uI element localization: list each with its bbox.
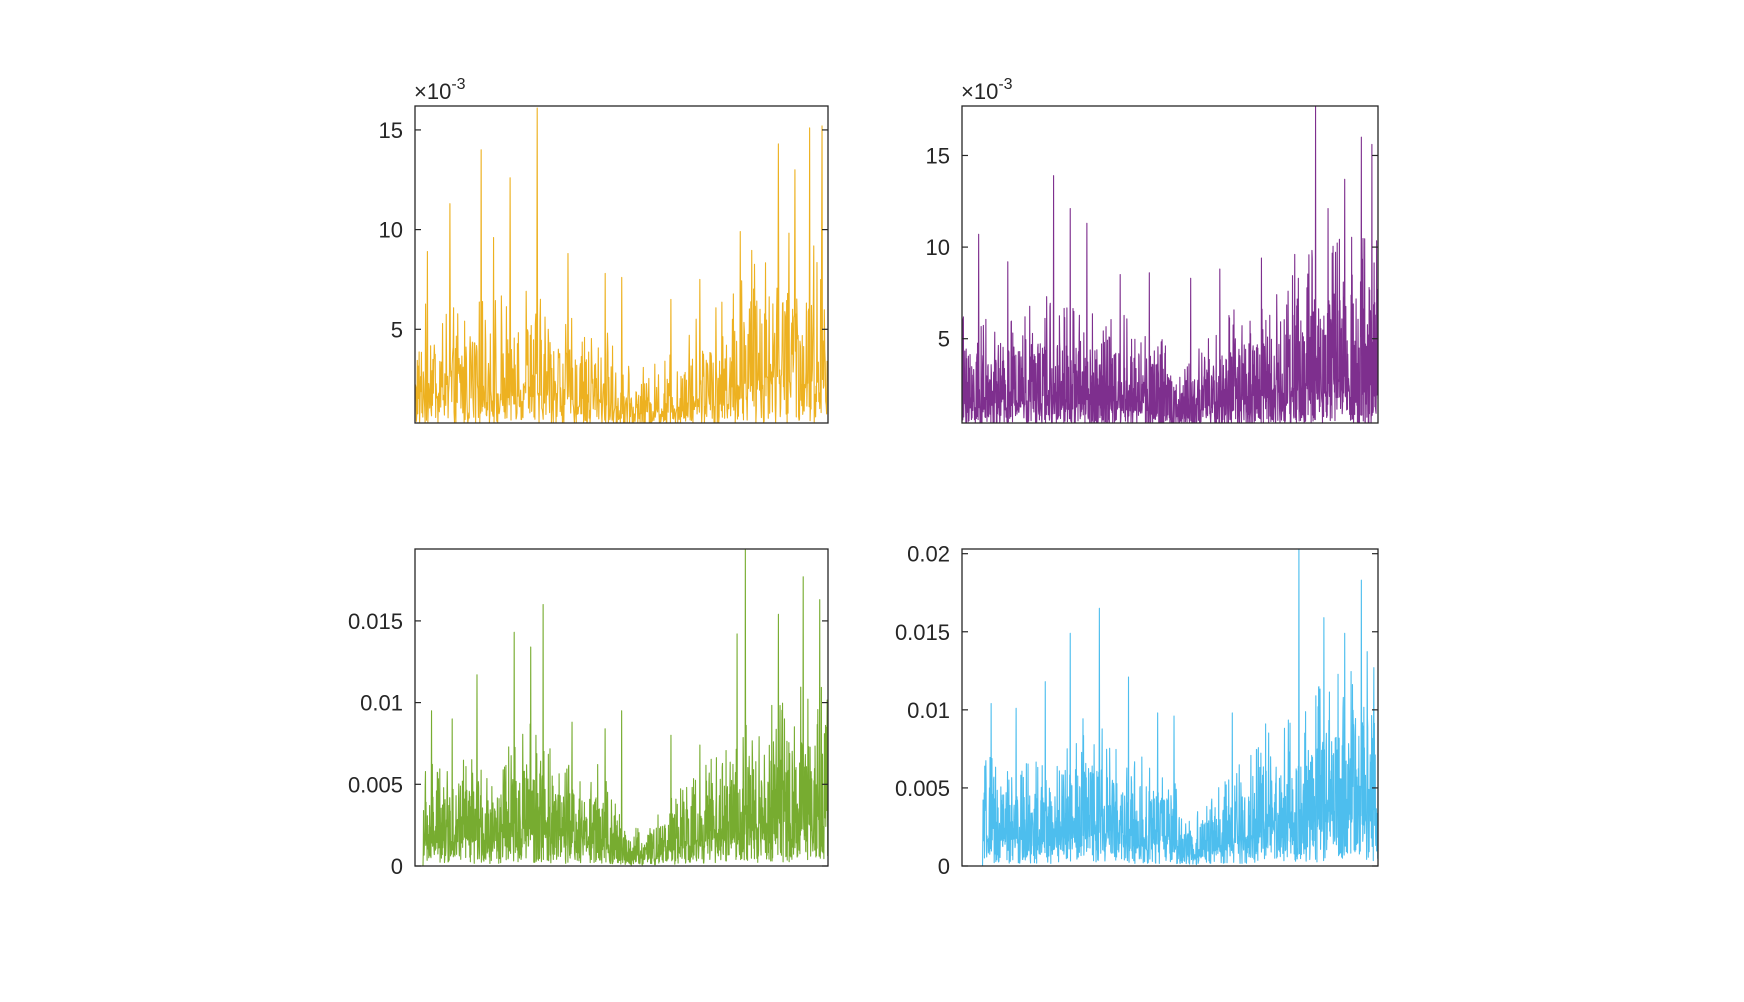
y-tick-label: 5 <box>938 327 950 352</box>
y-axis-exponent-label: ×10-3 <box>414 76 466 104</box>
y-tick-label: 0.015 <box>895 620 950 645</box>
series-line <box>415 107 828 423</box>
series-line <box>962 106 1378 423</box>
axes-box <box>961 105 1379 424</box>
axes-box <box>414 105 829 424</box>
y-tick-label: 0.01 <box>907 698 950 723</box>
subplot-top-right: 5 10 15 ×10-3 <box>926 76 1379 424</box>
y-tick-label: 5 <box>391 317 403 342</box>
y-tick-label: 0 <box>391 854 403 879</box>
y-tick-label: 0 <box>938 854 950 879</box>
y-tick-label: 0.02 <box>907 542 950 567</box>
y-axis-exponent-label: ×10-3 <box>961 76 1013 104</box>
y-tick-label: 0.005 <box>895 776 950 801</box>
y-axis-exponent-prefix: ×10 <box>961 79 998 104</box>
axes-box <box>414 548 829 867</box>
y-tick-label: 15 <box>379 118 403 143</box>
subplot-bottom-right: 0 0.005 0.01 0.015 0.02 <box>895 542 1379 879</box>
plot-area: 0 0.005 0.01 0.015 0.02 <box>895 542 1379 879</box>
plot-area: 0 0.005 0.01 0.015 <box>348 548 829 879</box>
y-tick-label: 0.015 <box>348 609 403 634</box>
y-tick-label: 10 <box>379 218 403 243</box>
series-line <box>415 549 828 866</box>
y-tick-label: 0.01 <box>360 691 403 716</box>
plot-area: 5 10 15 <box>379 105 829 424</box>
series-line <box>962 549 1378 866</box>
plot-area: 5 10 15 <box>926 105 1379 424</box>
y-axis-exponent-prefix: ×10 <box>414 79 451 104</box>
y-tick-label: 10 <box>926 235 950 260</box>
axes-box <box>961 548 1379 867</box>
y-tick-label: 0.005 <box>348 772 403 797</box>
subplot-top-left: 5 10 15 ×10-3 <box>379 76 829 424</box>
subplot-bottom-left: 0 0.005 0.01 0.015 <box>348 548 829 879</box>
y-tick-label: 15 <box>926 143 950 168</box>
y-axis-exponent-power: -3 <box>451 76 465 93</box>
y-axis-exponent-power: -3 <box>998 76 1012 93</box>
